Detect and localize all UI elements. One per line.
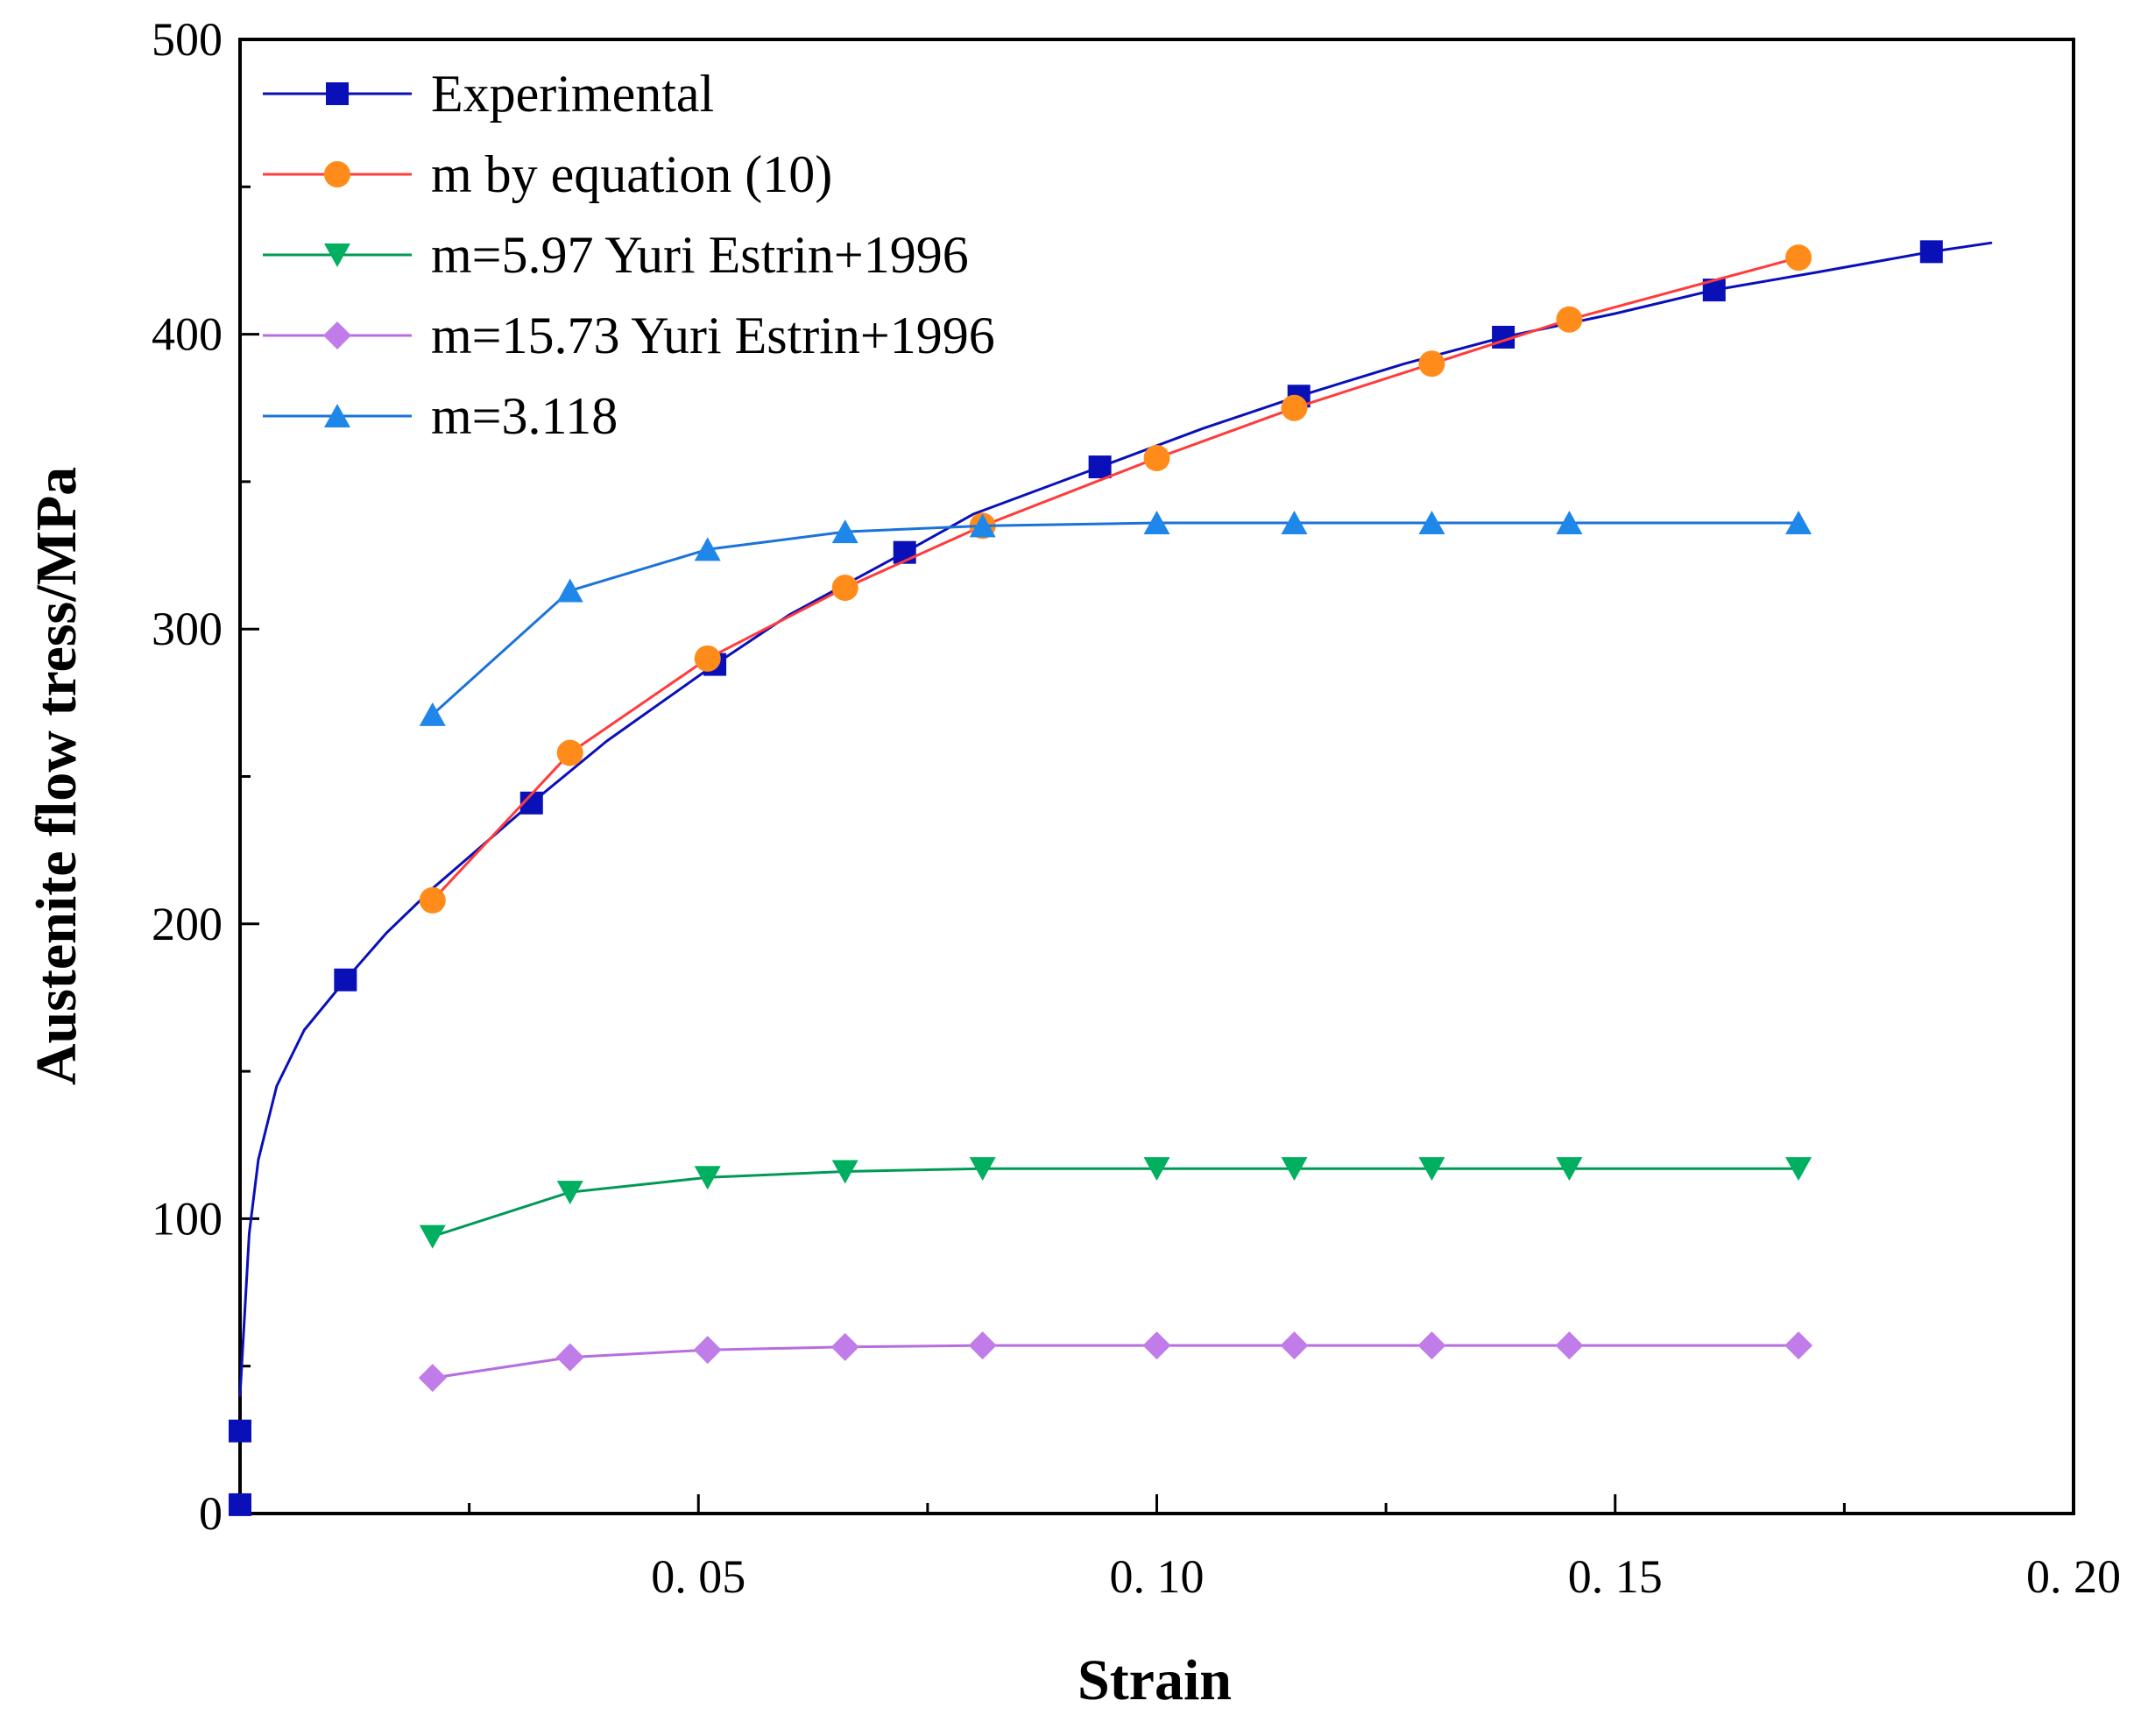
data-point xyxy=(1785,1157,1812,1182)
data-point xyxy=(1143,1157,1170,1182)
data-point xyxy=(694,1166,721,1190)
data-point xyxy=(694,537,721,561)
series-line xyxy=(431,256,1800,902)
data-point xyxy=(831,519,858,544)
data-point xyxy=(1142,1331,1171,1360)
data-point xyxy=(1556,511,1583,535)
data-point xyxy=(334,968,357,991)
legend-label: m=15.73 Yuri Estrin+1996 xyxy=(431,307,995,364)
series-layer xyxy=(229,240,1993,1516)
legend-marker xyxy=(324,404,350,427)
data-point xyxy=(693,1336,722,1365)
x-tick-label: 0. 10 xyxy=(1110,1550,1205,1603)
x-axis: 0. 05 0. 10 0. 15 0. 20 xyxy=(468,1494,2121,1603)
data-point xyxy=(1417,1331,1446,1360)
data-point xyxy=(418,1364,447,1393)
data-point xyxy=(556,739,583,766)
legend-label: m=5.97 Yuri Estrin+1996 xyxy=(431,226,969,284)
legend-label: m by equation (10) xyxy=(431,145,832,203)
data-point xyxy=(968,1331,997,1360)
x-tick-label: 0. 05 xyxy=(651,1550,745,1603)
y-tick-label: 300 xyxy=(152,603,223,655)
y-tick-label: 400 xyxy=(152,308,223,361)
y-tick-label: 100 xyxy=(152,1192,223,1245)
series-triangle-down xyxy=(419,1157,1812,1249)
legend-marker xyxy=(323,321,351,349)
data-point xyxy=(969,513,996,538)
data-point xyxy=(419,1224,446,1249)
data-point xyxy=(831,1160,858,1184)
series-triangle-up xyxy=(419,511,1812,726)
y-tick-label: 0 xyxy=(199,1487,223,1540)
data-point xyxy=(1143,444,1170,471)
data-point xyxy=(555,1343,584,1372)
data-point xyxy=(419,886,446,914)
series-line xyxy=(431,1167,1800,1238)
data-point xyxy=(1280,1331,1309,1360)
x-tick-label: 0. 15 xyxy=(1568,1550,1663,1603)
data-point xyxy=(1418,1157,1445,1182)
data-point xyxy=(1556,306,1583,333)
y-tick-label: 500 xyxy=(152,13,223,66)
legend-marker xyxy=(324,161,350,187)
data-point xyxy=(229,1493,251,1516)
data-point xyxy=(1785,244,1812,272)
x-tick-label: 0. 20 xyxy=(2026,1550,2121,1603)
data-point xyxy=(1784,1331,1813,1360)
data-point xyxy=(1556,1157,1583,1182)
y-axis-title: Austenite flow tress/MPa xyxy=(25,467,88,1085)
data-point xyxy=(1418,350,1445,378)
series-line xyxy=(431,1344,1800,1380)
data-point xyxy=(556,1181,583,1205)
data-point xyxy=(419,702,446,726)
legend: Experimental m by equation (10) m=5.97 Yur… xyxy=(263,65,995,445)
data-point xyxy=(1143,511,1170,535)
series-line xyxy=(431,521,1800,716)
legend-marker xyxy=(326,82,349,105)
data-point xyxy=(229,1419,251,1443)
series-diamond xyxy=(418,1331,1813,1393)
y-tick-label: 200 xyxy=(152,898,223,950)
data-point xyxy=(1555,1331,1584,1360)
data-point xyxy=(969,1157,996,1182)
data-point xyxy=(1281,394,1308,421)
data-point xyxy=(1919,240,1943,264)
data-point xyxy=(1088,455,1112,479)
y-axis: 0 100 200 300 400 500 xyxy=(152,13,259,1540)
data-point xyxy=(556,578,583,603)
legend-label: Experimental xyxy=(431,65,714,123)
data-point xyxy=(694,645,721,672)
x-axis-title: Strain xyxy=(1078,1648,1232,1712)
data-point xyxy=(1281,1157,1308,1182)
legend-label: m=3.118 xyxy=(431,387,618,445)
legend-marker xyxy=(324,243,350,267)
data-point xyxy=(1785,511,1812,535)
data-point xyxy=(1281,511,1308,535)
data-point xyxy=(1418,511,1445,535)
data-point xyxy=(831,575,858,602)
data-point xyxy=(830,1332,859,1361)
